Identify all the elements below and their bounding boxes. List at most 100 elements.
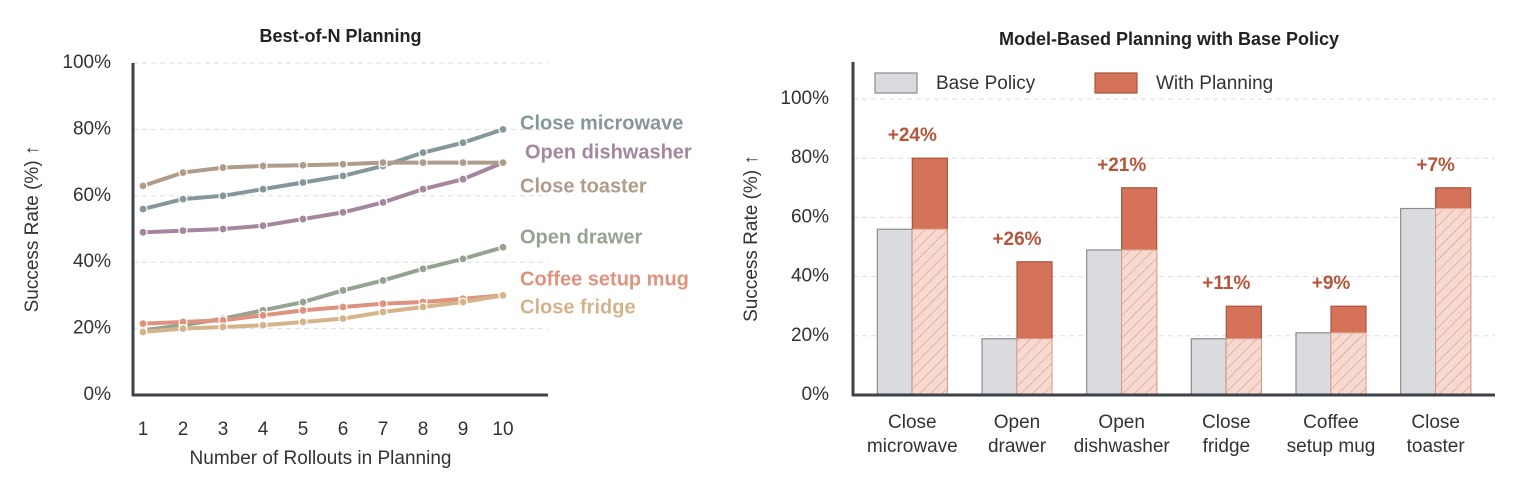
- point: [418, 264, 428, 274]
- x-tick-label: 4: [258, 419, 269, 440]
- point: [378, 158, 388, 168]
- series-label: Open dishwasher: [525, 141, 692, 163]
- annotation: +9%: [1312, 273, 1351, 294]
- point: [298, 160, 308, 170]
- point: [498, 124, 508, 134]
- x-tick-label: Open drawer: [988, 412, 1047, 457]
- x-tick-label: 7: [378, 419, 389, 440]
- point: [218, 162, 228, 173]
- bar: [876, 228, 913, 396]
- x-tick-label: Close fridge: [1202, 412, 1251, 457]
- point: [338, 314, 348, 324]
- annotation: +24%: [888, 125, 937, 146]
- y-tick-label: 100%: [780, 88, 829, 109]
- x-tick-label: 5: [298, 419, 309, 440]
- point: [298, 317, 308, 327]
- bar-hatch: [1225, 338, 1262, 396]
- point: [258, 310, 268, 320]
- y-tick-label: 80%: [73, 118, 111, 139]
- x-tick-label: Coffee setup mug: [1287, 412, 1376, 457]
- bar-hatch: [1435, 208, 1472, 396]
- point: [178, 167, 188, 178]
- point: [338, 207, 348, 217]
- point: [458, 158, 468, 168]
- point: [298, 305, 308, 315]
- series-line: [142, 245, 504, 333]
- point: [298, 214, 308, 224]
- point: [258, 184, 268, 194]
- bar: [1295, 332, 1332, 396]
- y-axis-label: Success Rate (%) ↑: [22, 146, 43, 313]
- y-tick-label: 0%: [84, 384, 112, 405]
- series-line: [142, 127, 504, 212]
- point: [138, 227, 148, 237]
- bar: [1190, 338, 1227, 396]
- point: [338, 285, 348, 296]
- bar-hatch: [1330, 332, 1367, 396]
- point: [258, 221, 268, 231]
- chart-title: Model-Based Planning with Base Policy: [999, 29, 1339, 49]
- bar: [1086, 249, 1123, 396]
- series-label: Close fridge: [520, 296, 636, 318]
- series-label: Close microwave: [520, 112, 683, 134]
- bar-hatch: [1121, 249, 1158, 396]
- point: [218, 322, 228, 332]
- annotation: +26%: [992, 229, 1041, 250]
- legend-swatch: [874, 72, 918, 94]
- point: [418, 158, 428, 168]
- y-tick-label: 100%: [62, 52, 111, 73]
- legend-swatch: [1094, 72, 1138, 94]
- point: [258, 320, 268, 330]
- chart-title: Best-of-N Planning: [260, 26, 422, 46]
- point: [138, 319, 148, 329]
- series-line: [142, 160, 503, 188]
- point: [378, 299, 388, 309]
- y-tick-label: 60%: [791, 206, 829, 227]
- point: [338, 302, 348, 312]
- point: [418, 184, 428, 194]
- x-tick-label: 9: [458, 419, 469, 440]
- point: [498, 290, 508, 300]
- point: [458, 297, 468, 307]
- legend-label: Base Policy: [936, 73, 1036, 94]
- point: [298, 177, 308, 188]
- point: [138, 327, 148, 337]
- legend-label: With Planning: [1156, 73, 1273, 94]
- bar: [1400, 207, 1437, 396]
- point: [298, 297, 308, 307]
- series-line: [142, 293, 504, 334]
- point: [218, 224, 228, 234]
- point: [458, 254, 468, 264]
- bar: [981, 338, 1018, 396]
- y-tick-label: 40%: [73, 251, 111, 272]
- x-tick-label: Close microwave: [867, 412, 958, 457]
- x-tick-label: 8: [418, 419, 429, 440]
- annotation: +11%: [1202, 273, 1250, 294]
- x-tick-label: 2: [178, 419, 189, 440]
- point: [378, 275, 388, 286]
- point: [218, 191, 228, 201]
- point: [178, 194, 188, 204]
- x-tick-label: 1: [138, 419, 149, 440]
- y-tick-label: 40%: [791, 266, 829, 287]
- series-label: Close toaster: [520, 175, 647, 197]
- y-axis-label: Success Rate (%) ↑: [741, 155, 762, 322]
- point: [338, 159, 348, 169]
- y-tick-label: 60%: [73, 185, 111, 206]
- x-tick-label: 6: [338, 419, 349, 440]
- point: [418, 148, 428, 158]
- y-tick-label: 0%: [802, 384, 830, 405]
- point: [378, 307, 388, 317]
- point: [458, 174, 468, 184]
- series-line: [142, 293, 504, 326]
- point: [498, 242, 508, 252]
- y-tick-label: 20%: [73, 318, 111, 339]
- point: [258, 161, 268, 171]
- y-tick-label: 80%: [791, 147, 829, 168]
- point: [378, 197, 388, 208]
- annotation: +21%: [1097, 155, 1146, 176]
- x-tick-label: 10: [492, 419, 513, 440]
- series-label: Open drawer: [520, 226, 642, 248]
- x-tick-label: Open dishwasher: [1074, 412, 1171, 457]
